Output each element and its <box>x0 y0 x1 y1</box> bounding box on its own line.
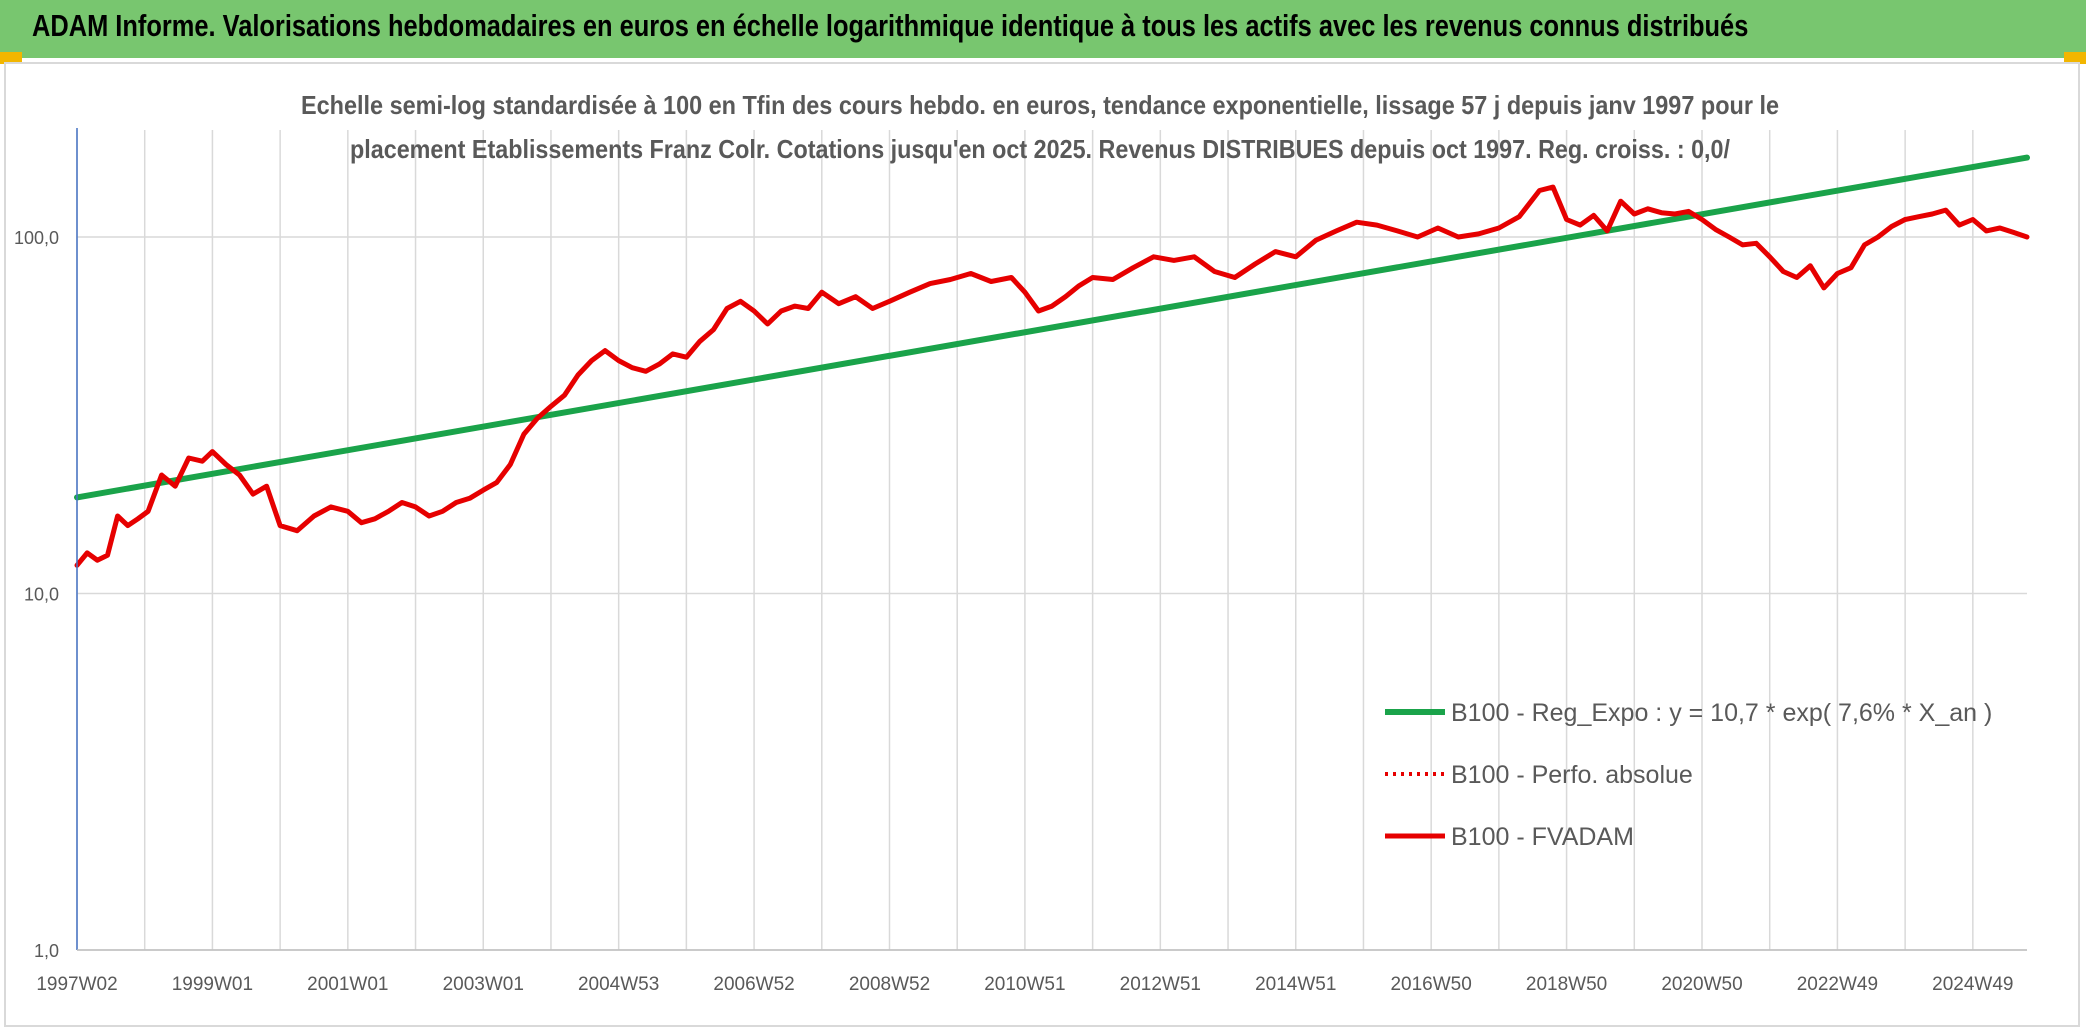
x-tick-label: 2014W51 <box>1255 974 1336 995</box>
chart-title-line: placement Etablissements Franz Colr. Cot… <box>350 134 1730 164</box>
x-tick-label: 1999W01 <box>172 974 253 995</box>
legend-label: B100 - Reg_Expo : y = 10,7 * exp( 7,6% *… <box>1451 699 1992 727</box>
legend-label: B100 - FVADAM <box>1451 823 1634 851</box>
chart-title-line: Echelle semi-log standardisée à 100 en T… <box>301 90 1779 120</box>
x-tick-label: 2010W51 <box>984 974 1065 995</box>
trend-line <box>74 154 2030 501</box>
series-layer <box>74 154 2030 568</box>
x-tick-label: 2003W01 <box>443 974 524 995</box>
legend-label: B100 - Perfo. absolue <box>1451 761 1693 789</box>
x-tick-label: 2004W53 <box>578 974 659 995</box>
chart-legend: B100 - Reg_Expo : y = 10,7 * exp( 7,6% *… <box>1385 699 1992 851</box>
x-tick-label: 2016W50 <box>1390 974 1471 995</box>
header-banner: ADAM Informe. Valorisations hebdomadaire… <box>0 0 2086 58</box>
y-tick-label: 1,0 <box>34 941 59 961</box>
x-tick-label: 2024W49 <box>1932 974 2013 995</box>
corner-accent-left <box>0 52 22 64</box>
x-tick-label: 2001W01 <box>307 974 388 995</box>
x-tick-label: 1997W02 <box>36 974 117 995</box>
corner-accent-right <box>2064 52 2086 64</box>
price-line <box>74 184 2030 568</box>
x-tick-label: 2018W50 <box>1526 974 1607 995</box>
x-tick-label: 2022W49 <box>1797 974 1878 995</box>
axis-layer: 1,0 10,0 100,0 1997W02 1999W01 2001W01 2003W01… <box>14 128 2027 995</box>
x-tick-label: 2008W52 <box>849 974 930 995</box>
x-tick-label: 2012W51 <box>1120 974 1201 995</box>
grid-layer <box>76 130 2027 951</box>
report-title: ADAM Informe. Valorisations hebdomadaire… <box>32 8 1749 43</box>
y-tick-label: 100,0 <box>14 228 59 248</box>
chart-title-layer: Echelle semi-log standardisée à 100 en T… <box>301 90 1779 164</box>
x-tick-label: 2006W52 <box>713 974 794 995</box>
x-tick-label: 2020W50 <box>1661 974 1742 995</box>
chart-frame <box>4 62 2080 1027</box>
y-tick-label: 10,0 <box>24 585 59 605</box>
